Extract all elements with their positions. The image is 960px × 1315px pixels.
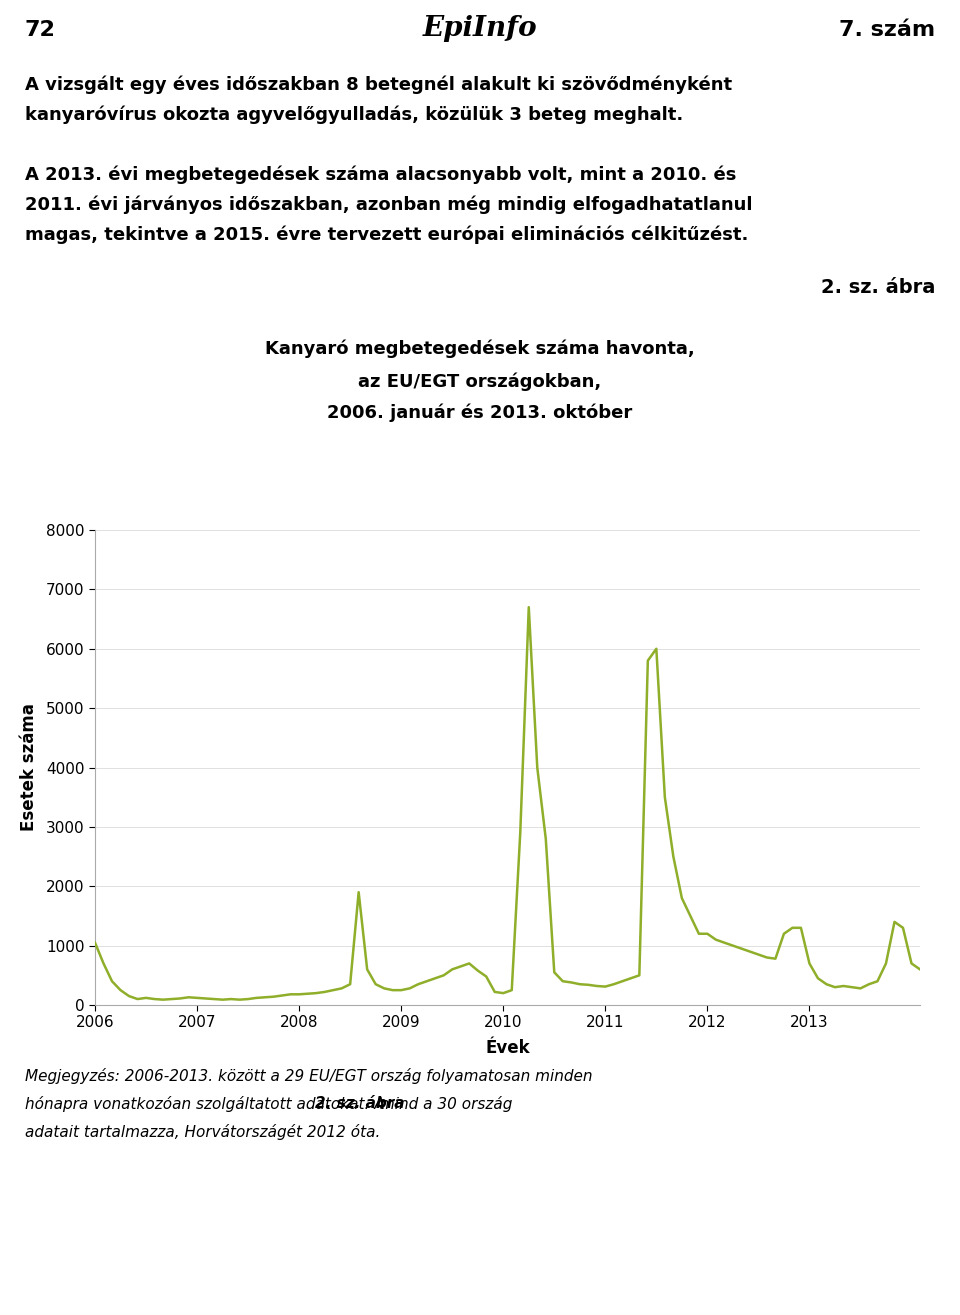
Text: magas, tekintve a 2015. évre tervezett európai eliminációs célkitűzést.: magas, tekintve a 2015. évre tervezett e…: [25, 225, 749, 243]
Text: A 2013. évi megbetegedések száma alacsonyabb volt, mint a 2010. és: A 2013. évi megbetegedések száma alacson…: [25, 164, 736, 184]
Text: mind a 30 ország: mind a 30 ország: [375, 1095, 513, 1112]
X-axis label: Évek: Évek: [485, 1039, 530, 1057]
Text: A vizsgált egy éves időszakban 8 betegnél alakult ki szövődményként: A vizsgált egy éves időszakban 8 betegné…: [25, 75, 732, 93]
Text: 72: 72: [25, 20, 56, 39]
Text: EpiInfo: EpiInfo: [422, 14, 538, 42]
Text: 2006. január és 2013. október: 2006. január és 2013. október: [327, 404, 633, 422]
Text: 2. sz. ábra: 2. sz. ábra: [821, 277, 935, 297]
Text: 2011. évi járványos időszakban, azonban még mindig elfogadhatatlanul: 2011. évi járványos időszakban, azonban …: [25, 195, 753, 213]
Text: 2. sz. ábra: 2. sz. ábra: [315, 1095, 404, 1111]
Text: hónapra vonatkozóan szolgáltatott adatokat. A: hónapra vonatkozóan szolgáltatott adatok…: [25, 1095, 390, 1112]
Text: adatait tartalmazza, Horvátországét 2012 óta.: adatait tartalmazza, Horvátországét 2012…: [25, 1124, 380, 1140]
Text: Megjegyzés: 2006-2013. között a 29 EU/EGT ország folyamatosan minden: Megjegyzés: 2006-2013. között a 29 EU/EG…: [25, 1068, 592, 1084]
Text: kanyaróvírus okozta agyvelőgyulladás, közülük 3 beteg meghalt.: kanyaróvírus okozta agyvelőgyulladás, kö…: [25, 105, 684, 124]
Text: 7. szám: 7. szám: [839, 20, 935, 39]
Text: az EU/EGT országokban,: az EU/EGT országokban,: [358, 372, 602, 391]
Y-axis label: Esetek száma: Esetek száma: [19, 704, 37, 831]
Text: Kanyaró megbetegedések száma havonta,: Kanyaró megbetegedések száma havonta,: [265, 341, 695, 359]
